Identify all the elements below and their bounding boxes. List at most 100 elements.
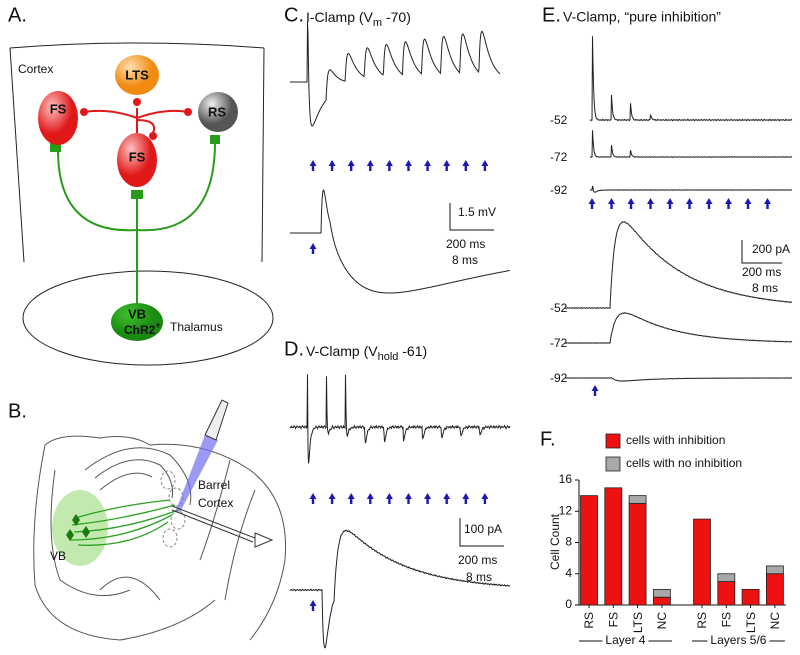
stimulus-arrow <box>328 160 336 171</box>
bar <box>604 487 623 606</box>
stimulus-arrow <box>347 160 355 171</box>
stimulus-arrow <box>309 493 317 504</box>
panel-title: I-Clamp (Vm -70) <box>306 9 411 29</box>
scale-label: 200 ms <box>742 265 781 279</box>
thalamic-axons <box>57 141 216 305</box>
legend-swatch <box>605 456 621 472</box>
stimulus-arrow <box>608 198 615 209</box>
title-sub: hold <box>378 351 399 363</box>
title-part: -61) <box>398 343 427 359</box>
group-label: Layer 4 <box>605 633 645 647</box>
panel-title: V-Clamp, “pure inhibition” <box>563 9 721 25</box>
synapse <box>133 98 141 106</box>
stimulus-arrow <box>481 160 489 171</box>
holding-label: -92 <box>550 183 568 197</box>
synapse <box>210 135 220 144</box>
bar <box>653 596 671 606</box>
holding-label: -52 <box>550 113 568 127</box>
barrel <box>160 470 176 490</box>
bar <box>766 573 784 606</box>
bar <box>628 495 647 504</box>
axon <box>57 141 216 305</box>
structure <box>50 469 161 601</box>
stimulus-arrow <box>328 493 336 504</box>
region-label: VB <box>50 549 66 563</box>
bar <box>717 573 736 582</box>
hippocampus <box>84 447 192 506</box>
synapse <box>80 108 88 116</box>
neuron <box>115 55 159 95</box>
legend-label: cells with no inhibition <box>626 456 742 470</box>
cells <box>66 514 90 541</box>
electrode <box>171 505 256 543</box>
synapse <box>184 108 192 116</box>
bar <box>717 581 736 606</box>
x-tick-label: FS <box>719 612 733 627</box>
title-part: I-Clamp (V <box>306 9 374 25</box>
stimulus-arrow <box>309 160 317 171</box>
structure <box>199 459 256 601</box>
panel-label: D. <box>284 338 304 360</box>
legend-label: cells with inhibition <box>626 433 725 447</box>
region-label: Cortex <box>18 62 53 76</box>
neuron <box>198 92 238 132</box>
region-label: Thalamus <box>170 320 223 334</box>
synapse <box>50 143 61 152</box>
stimulus-arrow <box>725 198 732 209</box>
y-tick-label: 12 <box>559 503 573 517</box>
x-tick-label: RS <box>695 612 709 629</box>
holding-label: -52 <box>550 301 568 315</box>
legend-swatch <box>605 433 621 449</box>
trace <box>289 374 511 464</box>
scale-label: 200 ms <box>446 237 485 251</box>
panel-label: A. <box>8 4 27 26</box>
trace <box>564 221 792 310</box>
trace <box>589 130 793 159</box>
scale-label: 8 ms <box>466 570 492 584</box>
trace <box>589 36 793 122</box>
synapse <box>149 132 157 140</box>
barrel <box>162 528 178 548</box>
traces <box>289 21 793 649</box>
trace <box>564 377 792 382</box>
label-part: ChR2 <box>124 323 156 337</box>
panel-label: C. <box>284 4 304 26</box>
fiber <box>69 499 179 546</box>
group-label: Layers 5/6 <box>710 633 766 647</box>
neuron-label: LTS <box>125 67 149 82</box>
scale-label: 100 pA <box>464 522 502 536</box>
bar <box>628 503 647 606</box>
synapse <box>131 190 143 199</box>
electrode-tip <box>254 532 274 548</box>
bar <box>653 588 671 598</box>
stimulus-arrow <box>591 385 599 396</box>
stimulus-arrow <box>686 198 693 209</box>
bar <box>741 588 760 606</box>
stimulus-arrow <box>366 160 374 171</box>
trace <box>289 529 511 649</box>
neuron-label: FS <box>129 149 146 164</box>
region-label: Cortex <box>198 496 233 510</box>
title-part: V-Clamp (V <box>306 343 378 359</box>
panel-title: V-Clamp (Vhold -61) <box>306 343 427 363</box>
neuron-label: VB <box>128 306 146 321</box>
cortex-outline <box>9 42 265 263</box>
scale-bar <box>459 518 504 547</box>
vb-region <box>52 490 108 566</box>
region-label: Barrel <box>198 478 230 492</box>
stimulus-arrow <box>347 493 355 504</box>
holding-label: -72 <box>550 150 568 164</box>
stimulus-arrow <box>443 493 451 504</box>
x-tick-label: FS <box>606 612 620 627</box>
thalamus-outline <box>22 270 274 366</box>
stimulus-arrow <box>627 198 635 209</box>
neuron <box>111 303 163 341</box>
trace <box>590 185 792 193</box>
y-tick-label: 16 <box>559 472 573 486</box>
title-sub: m <box>373 17 382 29</box>
stimulus-arrow <box>647 198 654 209</box>
stimulus-arrow <box>366 493 374 504</box>
stimulus-arrow <box>764 198 771 209</box>
y-tick-label: 8 <box>565 535 572 549</box>
light-beam <box>176 435 218 512</box>
